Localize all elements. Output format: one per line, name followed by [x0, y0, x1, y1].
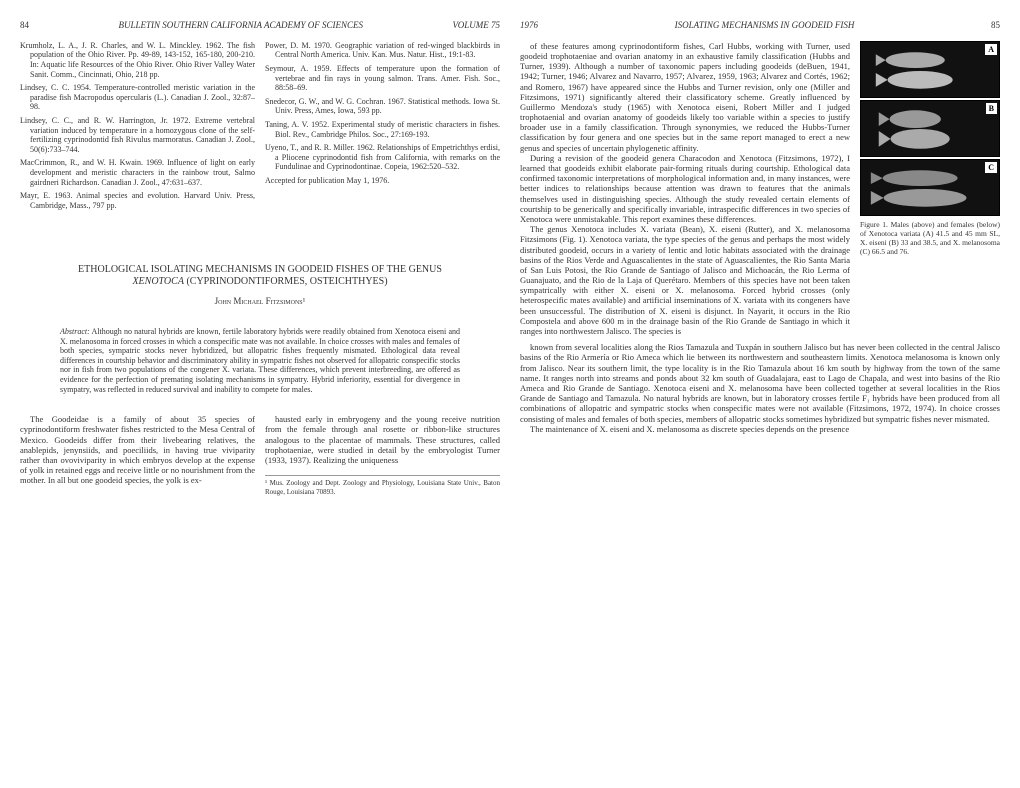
ref-entry: Seymour, A. 1959. Effects of temperature…: [265, 64, 500, 93]
right-top-block: of these features among cyprinodontiform…: [520, 41, 1000, 336]
ref-entry: Snedecor, G. W., and W. G. Cochran. 1967…: [265, 97, 500, 116]
left-page: 84 BULLETIN SOUTHERN CALIFORNIA ACADEMY …: [20, 20, 500, 496]
right-page: 1976 ISOLATING MECHANISMS IN GOODEID FIS…: [520, 20, 1000, 496]
fish-illustration-icon: [861, 42, 999, 97]
right-header: 1976 ISOLATING MECHANISMS IN GOODEID FIS…: [520, 20, 1000, 31]
fish-illustration-icon: [861, 160, 999, 215]
left-page-number: 84: [20, 20, 29, 31]
right-lower-columns: known from several localities along the …: [520, 342, 1000, 434]
panel-label-c: C: [985, 162, 997, 174]
accepted-line: Accepted for publication May 1, 1976.: [265, 176, 500, 186]
right-year: 1976: [520, 20, 538, 31]
fish-panel-c: C: [860, 159, 1000, 216]
ref-entry: Power, D. M. 1970. Geographic variation …: [265, 41, 500, 60]
right-text-columns: of these features among cyprinodontiform…: [520, 41, 850, 336]
ref-entry: Lindsey, C. C. 1954. Temperature-control…: [20, 83, 255, 112]
right-page-number: 85: [991, 20, 1000, 31]
left-volume: VOLUME 75: [453, 20, 500, 31]
body-col-1: The Goodeidae is a family of about 35 sp…: [20, 414, 255, 496]
ref-entry: Mayr, E. 1963. Animal species and evolut…: [20, 191, 255, 210]
panel-label-b: B: [986, 103, 997, 115]
fish-panel-b: B: [860, 100, 1000, 157]
ref-entry: Lindsey, C. C., and R. W. Harrington, Jr…: [20, 116, 255, 154]
author-line: John Michael Fitzsimons¹: [20, 296, 500, 307]
footnote: ¹ Mus. Zoology and Dept. Zoology and Phy…: [265, 475, 500, 496]
ref-entry: MacCrimmon, R., and W. H. Kwain. 1969. I…: [20, 158, 255, 187]
panel-label-a: A: [985, 44, 997, 56]
figure-caption: Figure 1. Males (above) and females (bel…: [860, 220, 1000, 256]
figure-1: A B: [860, 41, 1000, 336]
body-col-2: hausted early in embryogeny and the youn…: [265, 414, 500, 496]
ref-entry: Uyeno, T., and R. R. Miller. 1962. Relat…: [265, 143, 500, 172]
ref-entry: Krumholz, L. A., J. R. Charles, and W. L…: [20, 41, 255, 79]
body-columns: The Goodeidae is a family of about 35 sp…: [20, 414, 500, 496]
article-title: ETHOLOGICAL ISOLATING MECHANISMS IN GOOD…: [20, 264, 500, 288]
references-block: Krumholz, L. A., J. R. Charles, and W. L…: [20, 41, 500, 215]
page-spread: 84 BULLETIN SOUTHERN CALIFORNIA ACADEMY …: [20, 20, 1000, 496]
ref-entry: Taning, A. V. 1952. Experimental study o…: [265, 120, 500, 139]
ref-col-1: Krumholz, L. A., J. R. Charles, and W. L…: [20, 41, 255, 215]
right-running-head: ISOLATING MECHANISMS IN GOODEID FISH: [675, 20, 855, 31]
left-header: 84 BULLETIN SOUTHERN CALIFORNIA ACADEMY …: [20, 20, 500, 31]
fish-panel-a: A: [860, 41, 1000, 98]
ref-col-2: Power, D. M. 1970. Geographic variation …: [265, 41, 500, 215]
abstract: Abstract: Although no natural hybrids ar…: [60, 327, 460, 394]
left-running-head: BULLETIN SOUTHERN CALIFORNIA ACADEMY OF …: [119, 20, 363, 31]
right-lower-col-2: known from several localities along the …: [520, 342, 1000, 434]
right-text-col-1: of these features among cyprinodontiform…: [520, 41, 850, 336]
fish-illustration-icon: [861, 101, 999, 156]
